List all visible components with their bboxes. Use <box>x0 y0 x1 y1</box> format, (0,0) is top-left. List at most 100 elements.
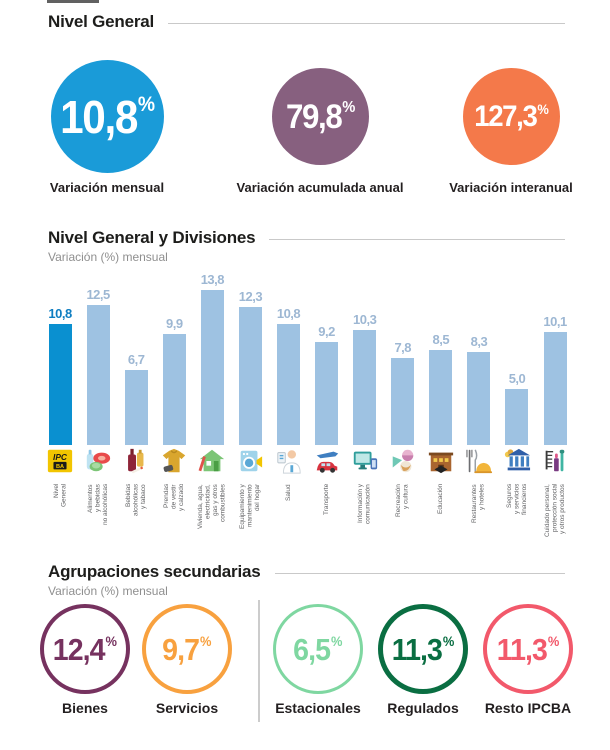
stat-circle-variacion-mensual: 10,8% <box>51 60 164 173</box>
bar-value-label: 13,8 <box>200 272 225 288</box>
bar-column: 9,2 <box>308 268 346 445</box>
bar-value-label: 6,7 <box>127 352 145 367</box>
bar <box>467 352 491 445</box>
category-label: Restaurantes y hoteles <box>471 484 486 523</box>
group-stat: 12,4% Bienes <box>40 604 130 716</box>
percent-sign: % <box>200 632 212 649</box>
bar-column: 9,9 <box>155 268 193 445</box>
group-value: 11,3 <box>496 631 548 667</box>
group-label: Regulados <box>387 700 459 716</box>
group-circle-estacionales: 6,5% <box>273 604 363 694</box>
category-label: Recreación y cultura <box>395 484 410 517</box>
bar <box>162 334 186 445</box>
home-equipment-icon <box>231 447 269 475</box>
bar-column: 12,3 <box>231 268 269 445</box>
category-label: Bebidas alcohólicas y tabaco <box>124 484 147 517</box>
group-stat: 11,3% Regulados <box>378 604 468 716</box>
category-label: Vivienda, agua, electricidad, gas y otros c… <box>197 484 227 529</box>
recreation-icon <box>384 447 422 475</box>
section-title-nivel-general: Nivel General <box>48 12 155 31</box>
percent-sign: % <box>137 92 155 116</box>
bar <box>277 324 300 445</box>
bar <box>200 290 224 445</box>
groups-subtitle: Variación (%) mensual <box>48 584 168 598</box>
bar <box>86 305 110 445</box>
bar-column: 10,8 <box>269 268 307 445</box>
bar <box>429 349 453 445</box>
bar-value-label: 12,3 <box>238 289 263 305</box>
information-icon <box>346 447 384 475</box>
category-label: Nivel General <box>52 484 68 508</box>
section-header-divisiones: Nivel General y Divisiones <box>48 228 565 248</box>
bar-column: 6,7 <box>117 268 155 445</box>
group-value: 9,7 <box>162 631 200 667</box>
group-label: Servicios <box>155 700 219 716</box>
education-icon <box>422 447 460 475</box>
group-value: 11,3 <box>391 631 443 667</box>
stat-circle-variacion-acumulada: 79,8% <box>272 68 369 165</box>
bar-column: 13,8 <box>193 268 231 445</box>
bar-column: 8,5 <box>422 268 460 445</box>
stat-caption-interanual: Variación interanual <box>449 180 573 195</box>
bar-column: 7,8 <box>384 268 422 445</box>
header-rule <box>168 22 565 24</box>
bar-value-label: 10,8 <box>48 306 72 321</box>
bar <box>48 324 72 445</box>
group-label: Estacionales <box>275 700 361 716</box>
header-rule <box>269 238 565 240</box>
bar-value-label: 8,3 <box>470 334 488 349</box>
percent-sign: % <box>442 632 455 649</box>
bar-column: 8,3 <box>460 268 498 445</box>
category-label: Transporte <box>322 484 330 516</box>
category-label: Seguros y servicios financieros <box>505 484 528 516</box>
cropped-header-artifact <box>47 0 99 3</box>
bar-column: 10,8 <box>41 268 79 445</box>
bar-value-label: 10,8 <box>276 306 301 321</box>
category-label: Educación <box>437 484 445 515</box>
bar-value-label: 9,2 <box>318 324 335 339</box>
bar <box>353 329 377 445</box>
bar <box>238 307 262 445</box>
svg-text:IPC: IPC <box>53 452 68 462</box>
chart-subtitle: Variación (%) mensual <box>48 250 168 264</box>
bar <box>315 342 339 445</box>
alcohol-tobacco-icon <box>117 447 155 475</box>
bar <box>124 370 148 445</box>
bar-value-label: 7,8 <box>394 339 412 355</box>
category-label: Cuidado personal, protección social y otro… <box>543 484 566 537</box>
group-value: 12,4 <box>52 631 106 667</box>
ipc-ba-logo-icon: IPC BA <box>41 447 79 475</box>
bar-column: 12,5 <box>79 268 117 445</box>
section-header-agrupaciones: Agrupaciones secundarias <box>48 562 565 582</box>
header-rule <box>274 572 565 574</box>
svg-text:BA: BA <box>56 464 64 470</box>
group-circle-servicios: 9,7% <box>142 604 232 694</box>
percent-sign: % <box>547 632 560 649</box>
clothing-icon <box>155 447 193 475</box>
group-circle-resto-ipcba: 11,3% <box>483 604 573 694</box>
category-label: Equipamiento y mantenimiento del hogar <box>239 484 262 529</box>
group-stat: 9,7% Servicios <box>142 604 232 716</box>
bar <box>391 357 415 445</box>
group-value: 6,5 <box>293 631 331 667</box>
category-label: Información y comunicación <box>357 484 372 524</box>
bar-column: 10,1 <box>536 268 574 445</box>
health-icon <box>269 447 307 475</box>
bar <box>543 331 567 445</box>
bar-value-label: 9,9 <box>165 316 183 332</box>
stat-caption-mensual: Variación mensual <box>49 180 165 195</box>
percent-sign: % <box>331 632 343 649</box>
stat-value: 79,8 <box>285 97 343 136</box>
bar-chart: 10,8 12,5 6,7 9,9 13,8 12,3 10,8 9,2 10,3 7,8 8,5 8… <box>41 268 574 445</box>
bar-value-label: 8,5 <box>432 331 450 347</box>
restaurants-icon <box>460 447 498 475</box>
section-title-divisiones: Nivel General y Divisiones <box>48 228 256 247</box>
group-circle-regulados: 11,3% <box>378 604 468 694</box>
category-label: Prendas de vestir y calzado <box>163 484 186 512</box>
stat-caption-acumulada: Variación acumulada anual <box>236 180 404 195</box>
transport-icon <box>308 447 346 475</box>
section-header-nivel-general: Nivel General <box>48 12 565 32</box>
stat-value: 10,8 <box>60 90 138 143</box>
group-stat: 11,3% Resto IPCBA <box>483 604 573 716</box>
